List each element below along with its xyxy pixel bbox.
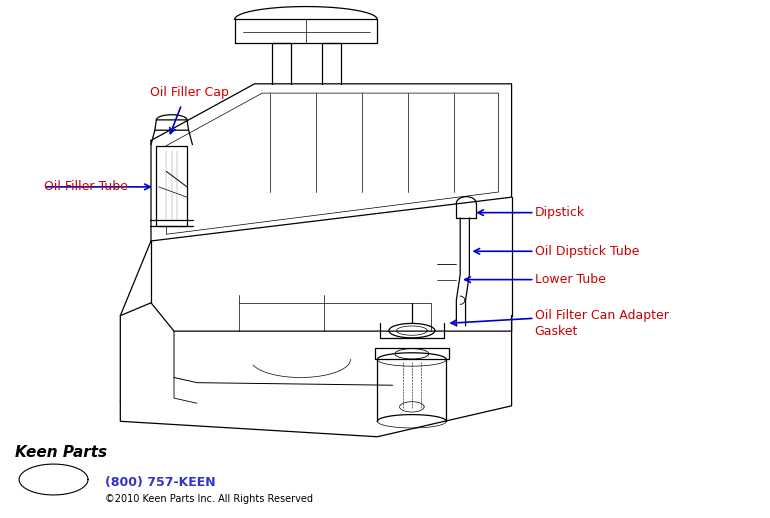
Text: (800) 757-KEEN: (800) 757-KEEN: [105, 476, 216, 488]
Text: Oil Filter Can Adapter
Gasket: Oil Filter Can Adapter Gasket: [534, 309, 668, 338]
Text: ©2010 Keen Parts Inc. All Rights Reserved: ©2010 Keen Parts Inc. All Rights Reserve…: [105, 494, 313, 504]
Text: Lower Tube: Lower Tube: [534, 273, 605, 286]
Text: Oil Filler Cap: Oil Filler Cap: [150, 87, 229, 99]
Text: Oil Filler Tube: Oil Filler Tube: [44, 180, 128, 193]
Bar: [156, 146, 187, 225]
Text: Dipstick: Dipstick: [534, 206, 584, 219]
Text: Keen Parts: Keen Parts: [15, 445, 107, 461]
Text: Oil Dipstick Tube: Oil Dipstick Tube: [534, 245, 639, 258]
